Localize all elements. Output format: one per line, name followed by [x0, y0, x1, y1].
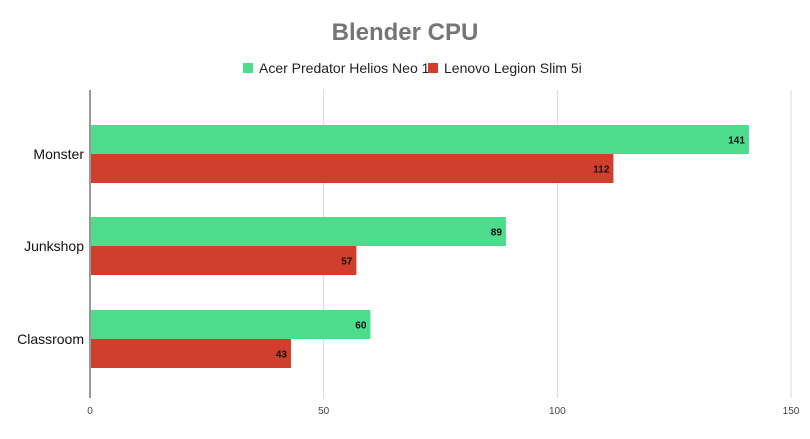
data-label: 112: [593, 165, 610, 176]
x-tick-label: 50: [318, 406, 330, 417]
category-label-classroom: Classroom: [17, 331, 84, 347]
bars: [91, 125, 749, 368]
chart-title: Blender CPU: [332, 19, 479, 46]
category-label-junkshop: Junkshop: [24, 238, 84, 254]
x-tick-label: 150: [783, 406, 800, 417]
data-label: 57: [341, 257, 353, 268]
data-label: 60: [355, 321, 367, 332]
x-tick-label: 100: [549, 406, 566, 417]
category-label-monster: Monster: [33, 146, 84, 162]
legend: Acer Predator Helios Neo 16 Lenovo Legion…: [243, 60, 582, 76]
bar-junkshop-series-2: [91, 246, 357, 275]
legend-label-acer-predator-helios-neo-16: Acer Predator Helios Neo 16: [259, 60, 437, 76]
data-label: 43: [276, 350, 288, 361]
bar-junkshop-series-1: [91, 217, 506, 246]
category-labels: Monster Junkshop Classroom: [17, 146, 84, 347]
data-label: 141: [728, 136, 745, 147]
data-label: 89: [491, 228, 503, 239]
legend-swatch-lenovo-legion-slim-5i: [428, 63, 438, 73]
x-tick-label: 0: [87, 406, 93, 417]
bar-monster-series-1: [91, 125, 749, 154]
bar-monster-series-2: [91, 154, 614, 183]
bar-classroom-series-2: [91, 339, 291, 368]
bar-classroom-series-1: [91, 310, 371, 339]
legend-label-lenovo-legion-slim-5i: Lenovo Legion Slim 5i: [444, 60, 582, 76]
x-axis-tick-labels: 0 50 100 150: [87, 406, 800, 417]
legend-swatch-acer-predator-helios-neo-16: [243, 63, 253, 73]
data-labels: 141 112 89 57 60 43: [276, 136, 746, 361]
